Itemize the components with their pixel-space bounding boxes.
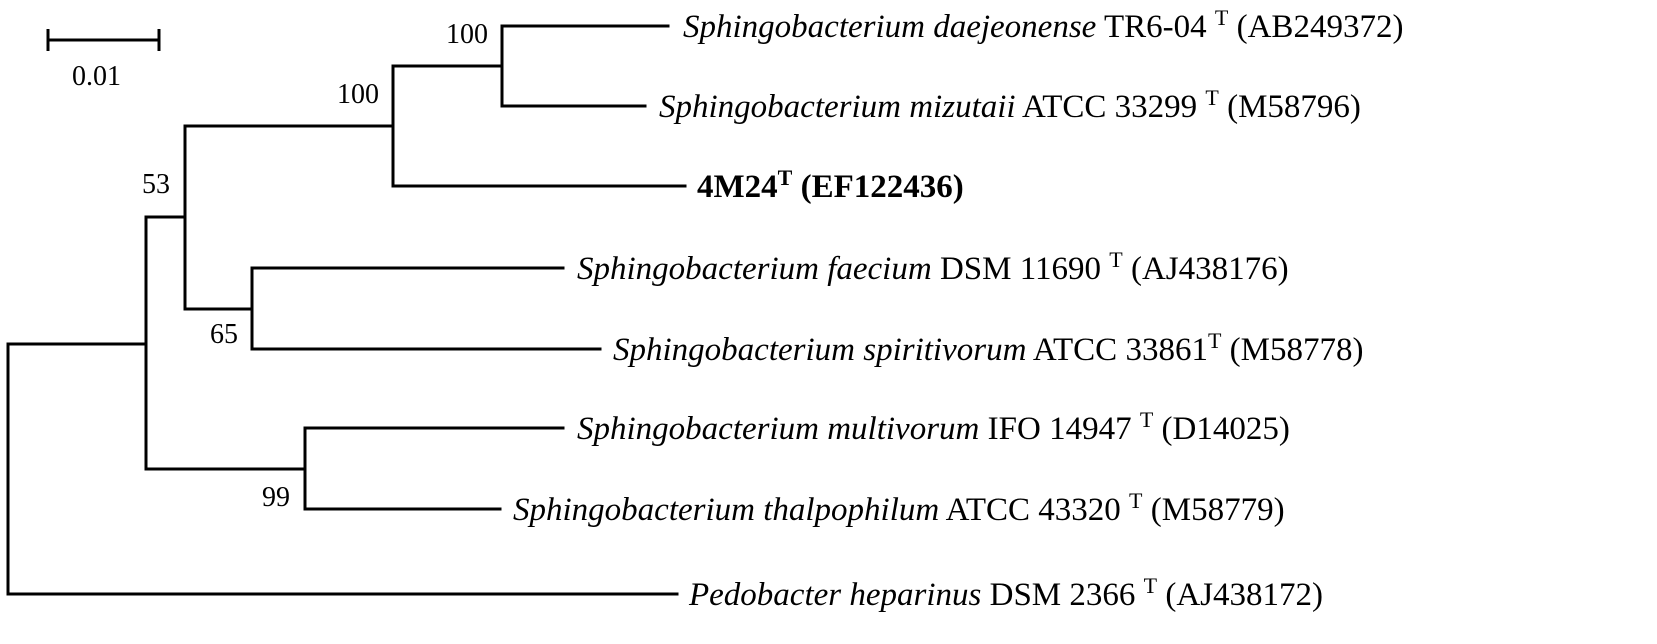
type-strain-mark: T	[1208, 328, 1222, 353]
taxon-genus: Pedobacter heparinus	[688, 577, 981, 613]
type-strain-mark: T	[1140, 407, 1154, 432]
taxon-label: Sphingobacterium spiritivorum ATCC 33861…	[613, 320, 1363, 368]
scale-bar: 0.01	[46, 29, 161, 92]
taxon-genus: Sphingobacterium daejeonense	[683, 9, 1096, 45]
taxon-genus: Sphingobacterium spiritivorum	[613, 332, 1026, 368]
type-strain-mark: T	[778, 165, 793, 190]
type-strain-mark: T	[1129, 488, 1143, 513]
bootstrap-label: 53	[142, 169, 170, 200]
taxon-label: Pedobacter heparinus DSM 2366 T (AJ43817…	[688, 565, 1323, 613]
taxon-strain: DSM 2366	[990, 577, 1136, 613]
taxon-strain: IFO 14947	[988, 411, 1132, 447]
type-strain-mark: T	[1215, 5, 1229, 30]
taxon-label: 4M24T (EF122436)	[697, 157, 964, 205]
taxon-accession: (AJ438172)	[1165, 577, 1323, 613]
taxon-accession: (M58796)	[1227, 89, 1361, 125]
taxon-genus: Sphingobacterium faecium	[577, 251, 932, 287]
taxon-accession: (M58778)	[1230, 332, 1364, 368]
taxon-genus: Sphingobacterium mizutaii	[659, 89, 1016, 125]
type-strain-mark: T	[1205, 85, 1219, 110]
type-strain-mark: T	[1109, 247, 1123, 272]
bootstrap-label: 99	[262, 482, 290, 513]
taxon-label: Sphingobacterium daejeonense TR6-04 T (A…	[683, 0, 1403, 45]
taxon-genus: Sphingobacterium multivorum	[577, 411, 979, 447]
taxon-accession: (AB249372)	[1237, 9, 1404, 45]
taxon-strain: 4M24	[697, 169, 778, 205]
taxon-label: Sphingobacterium thalpophilum ATCC 43320…	[513, 480, 1285, 528]
taxon-strain: ATCC 33299	[1022, 89, 1197, 125]
taxon-strain: ATCC 43320	[946, 492, 1121, 528]
taxon-accession: (D14025)	[1162, 411, 1290, 447]
bootstrap-label: 65	[210, 319, 238, 350]
taxon-accession: (AJ438176)	[1131, 251, 1289, 287]
taxon-strain: TR6-04	[1104, 9, 1207, 45]
type-strain-mark: T	[1144, 573, 1158, 598]
taxon-genus: Sphingobacterium thalpophilum	[513, 492, 939, 528]
taxon-accession: (M58779)	[1151, 492, 1285, 528]
taxon-strain: ATCC 33861	[1033, 332, 1208, 368]
taxon-label: Sphingobacterium mizutaii ATCC 33299 T (…	[659, 77, 1361, 125]
scale-bar-label: 0.01	[72, 61, 121, 92]
taxon-labels: Sphingobacterium daejeonense TR6-04 T (A…	[513, 0, 1403, 613]
taxon-strain: DSM 11690	[940, 251, 1101, 287]
bootstrap-label: 100	[337, 79, 379, 110]
taxon-label: Sphingobacterium multivorum IFO 14947 T …	[577, 399, 1290, 447]
tree-branches	[6, 24, 687, 596]
bootstrap-label: 100	[446, 19, 488, 50]
taxon-label: Sphingobacterium faecium DSM 11690 T (AJ…	[577, 239, 1289, 287]
taxon-accession: (EF122436)	[801, 169, 964, 205]
bootstrap-values: 100 100 53 65 99	[142, 19, 488, 513]
